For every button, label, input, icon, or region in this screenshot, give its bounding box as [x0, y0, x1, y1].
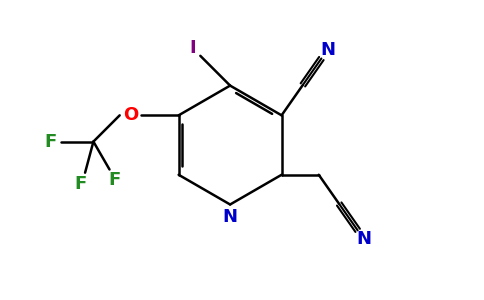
Text: F: F	[108, 171, 121, 189]
Text: O: O	[123, 106, 138, 124]
Text: I: I	[189, 39, 196, 57]
Text: F: F	[74, 175, 86, 193]
Text: N: N	[320, 40, 335, 58]
Text: N: N	[223, 208, 238, 226]
Text: N: N	[356, 230, 371, 248]
Text: F: F	[44, 133, 57, 151]
